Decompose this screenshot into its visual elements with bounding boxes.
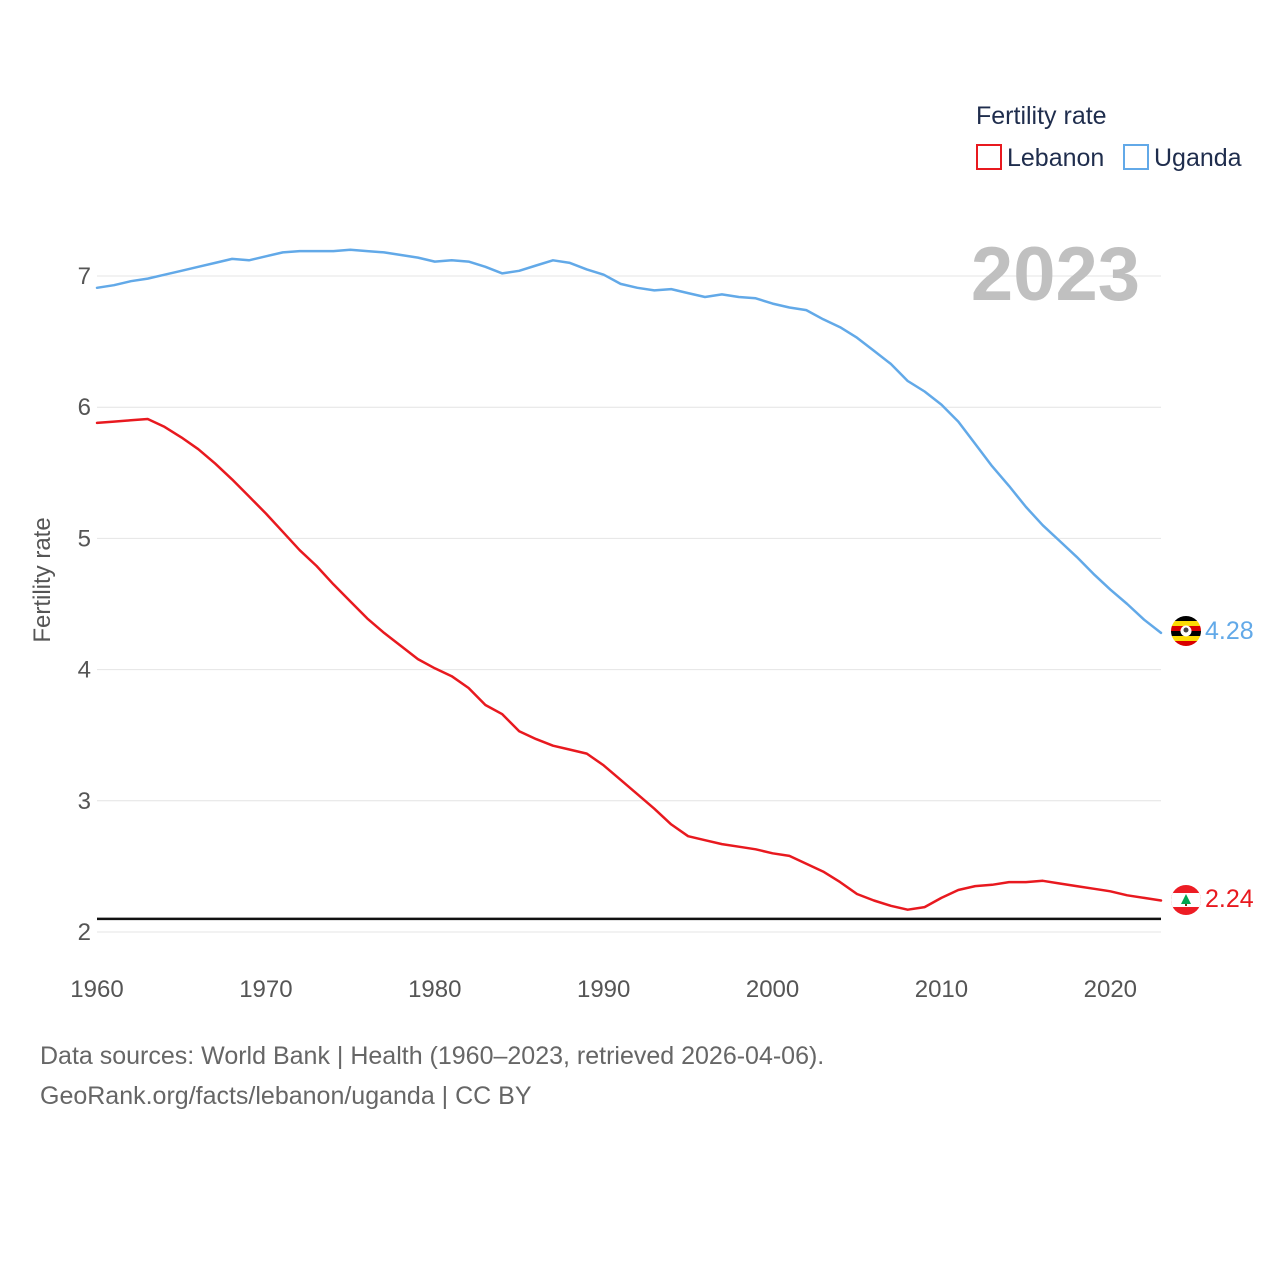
end-label-uganda: 4.28 bbox=[1205, 617, 1254, 645]
y-tick-label: 7 bbox=[78, 263, 91, 290]
y-tick-label: 4 bbox=[78, 657, 91, 684]
x-tick-label: 2010 bbox=[915, 976, 968, 1003]
y-tick-label: 2 bbox=[78, 919, 91, 946]
data-sources-note: Data sources: World Bank | Health (1960–… bbox=[40, 1042, 825, 1070]
legend-swatch-lebanon[interactable] bbox=[976, 144, 1002, 170]
end-label-lebanon: 2.24 bbox=[1205, 885, 1254, 913]
grid bbox=[97, 275, 1161, 933]
x-tick-label: 1960 bbox=[70, 976, 123, 1003]
legend: Fertility rate Lebanon Uganda bbox=[976, 102, 1242, 172]
legend-label-uganda[interactable]: Uganda bbox=[1154, 144, 1242, 172]
series-line-lebanon[interactable] bbox=[95, 417, 1163, 911]
x-tick-label: 1990 bbox=[577, 976, 630, 1003]
y-tick-label: 3 bbox=[78, 788, 91, 815]
fertility-chart: 2 3 4 5 6 7 1960 1970 1980 1990 2000 2010 2020 Fert… bbox=[29, 102, 1254, 1003]
series-line-uganda[interactable] bbox=[95, 248, 1163, 635]
uganda-flag-icon bbox=[1171, 616, 1201, 646]
x-tick-label: 2000 bbox=[746, 976, 799, 1003]
x-tick-label: 1980 bbox=[408, 976, 461, 1003]
x-axis-ticks: 1960 1970 1980 1990 2000 2010 2020 bbox=[70, 976, 1137, 1003]
y-tick-label: 6 bbox=[78, 394, 91, 421]
legend-label-lebanon[interactable]: Lebanon bbox=[1007, 144, 1104, 172]
legend-swatch-uganda[interactable] bbox=[1123, 144, 1149, 170]
x-tick-label: 2020 bbox=[1084, 976, 1137, 1003]
credit-link[interactable]: GeoRank.org/facts/lebanon/uganda | CC BY bbox=[40, 1082, 532, 1110]
lebanon-flag-icon bbox=[1171, 885, 1201, 915]
legend-title: Fertility rate bbox=[976, 102, 1107, 130]
y-tick-label: 5 bbox=[78, 525, 91, 552]
y-axis-title: Fertility rate bbox=[29, 517, 56, 642]
x-tick-label: 1970 bbox=[239, 976, 292, 1003]
year-label: 2023 bbox=[971, 232, 1140, 317]
series-lines bbox=[95, 248, 1163, 911]
y-axis-ticks: 2 3 4 5 6 7 bbox=[78, 263, 91, 946]
